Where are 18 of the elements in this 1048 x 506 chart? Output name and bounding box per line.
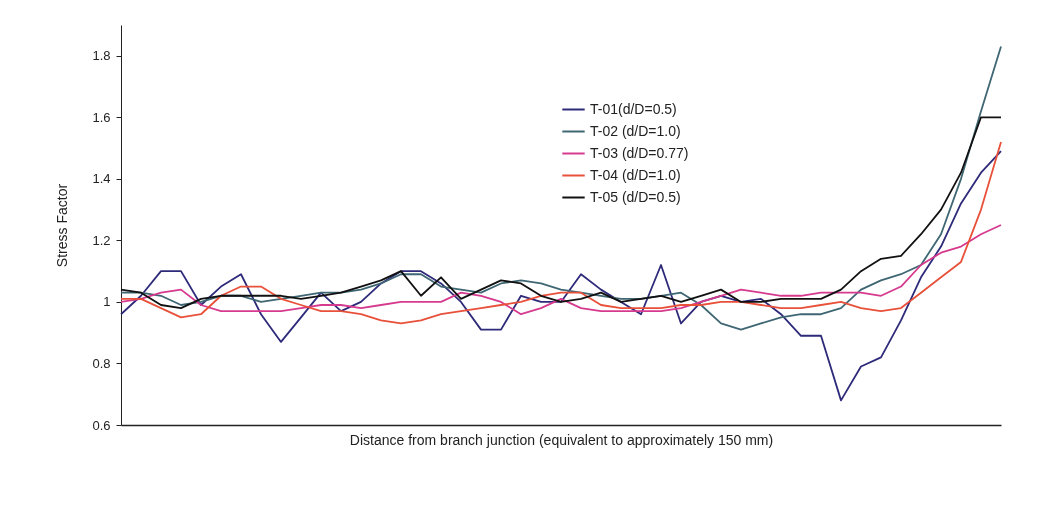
line-series xyxy=(120,45,1002,331)
legend-label: T-03 (d/D=0.77) xyxy=(590,144,689,161)
y-tick-label: 1.4 xyxy=(92,171,111,187)
y-tick-label: 0.8 xyxy=(92,355,111,371)
line-series xyxy=(120,224,1002,316)
legend-label: T-04 (d/D=1.0) xyxy=(590,166,681,183)
y-tick-label: 1.6 xyxy=(92,109,111,125)
y-tick-label: 0.6 xyxy=(92,417,111,433)
y-axis-title: Stress Factor xyxy=(54,183,71,268)
y-tick-label: 1 xyxy=(103,294,111,310)
line-series xyxy=(120,141,1002,325)
y-tick-label: 1.2 xyxy=(92,232,111,248)
x-axis-title: Distance from branch junction (equivalent to approximately 150 mm) xyxy=(349,431,774,448)
legend-label: T-05 (d/D=0.5) xyxy=(590,188,681,205)
line-series xyxy=(120,116,1002,309)
legend-label: T-01(d/D=0.5) xyxy=(590,100,677,117)
y-tick-label: 1.8 xyxy=(92,48,111,64)
legend-label: T-02 (d/D=1.0) xyxy=(590,122,681,139)
